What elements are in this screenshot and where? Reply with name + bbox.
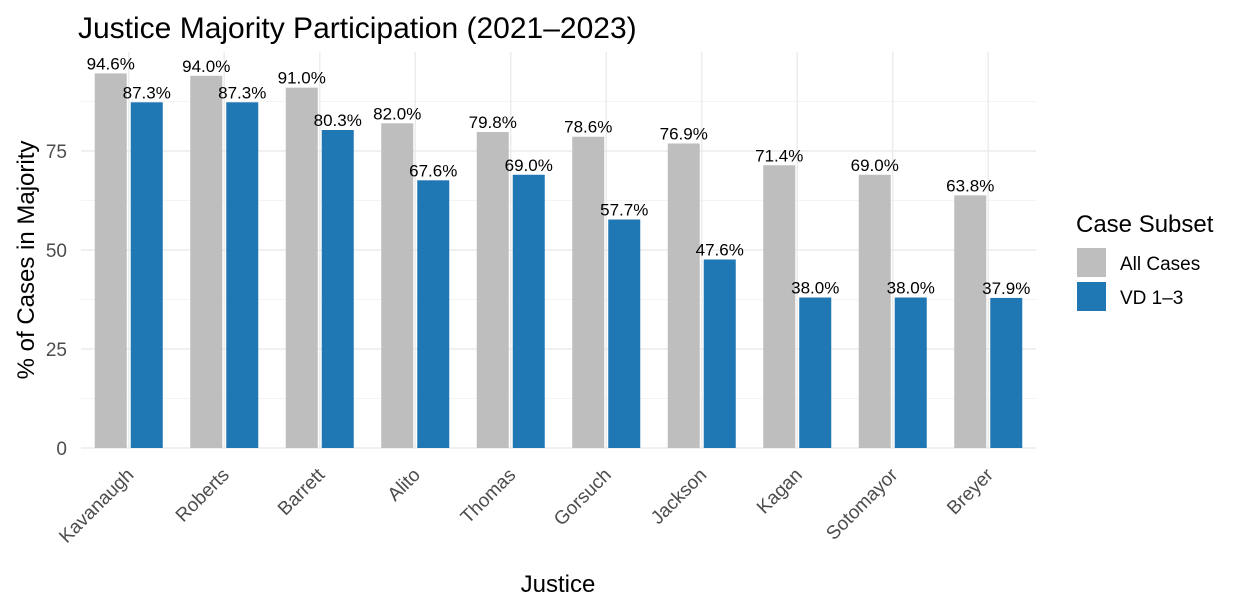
bar-all-cases-thomas bbox=[476, 131, 509, 448]
bar-vd-1-3-gorsuch bbox=[608, 219, 641, 448]
x-tick-label: Roberts bbox=[172, 465, 234, 527]
data-label: 94.0% bbox=[182, 57, 230, 76]
legend-label: VD 1–3 bbox=[1120, 288, 1183, 309]
data-label: 69.0% bbox=[505, 156, 553, 175]
bar-vd-1-3-thomas bbox=[512, 174, 545, 448]
y-axis-ticks: 0 25 50 75 bbox=[46, 142, 67, 460]
data-label: 82.0% bbox=[373, 104, 421, 123]
bar-all-cases-roberts bbox=[190, 75, 223, 448]
y-tick-label: 0 bbox=[56, 439, 67, 460]
chart-title: Justice Majority Participation (2021–202… bbox=[78, 12, 637, 45]
data-label: 79.8% bbox=[469, 113, 517, 132]
bar-all-cases-barrett bbox=[285, 87, 318, 448]
x-axis-ticks: Kavanaugh Roberts Barrett Alito Thomas Gorsuc… bbox=[55, 464, 998, 547]
x-tick-label: Sotomayor bbox=[822, 464, 902, 544]
legend-swatch bbox=[1077, 248, 1106, 277]
data-label: 87.3% bbox=[218, 83, 266, 102]
y-axis-title: % of Cases in Majority bbox=[13, 141, 40, 380]
data-label: 78.6% bbox=[564, 118, 612, 137]
x-tick-label: Breyer bbox=[943, 464, 998, 519]
data-label: 47.6% bbox=[696, 241, 744, 260]
legend-label: All Cases bbox=[1120, 254, 1200, 275]
data-label: 37.9% bbox=[982, 279, 1030, 298]
bar-all-cases-alito bbox=[381, 123, 414, 448]
x-tick-label: Jackson bbox=[647, 465, 711, 529]
data-label: 38.0% bbox=[887, 279, 935, 298]
bar-vd-1-3-barrett bbox=[321, 130, 354, 448]
data-label: 69.0% bbox=[851, 156, 899, 175]
bar-vd-1-3-alito bbox=[417, 180, 450, 448]
data-label: 38.0% bbox=[791, 279, 839, 298]
data-label: 71.4% bbox=[755, 146, 803, 165]
bar-all-cases-gorsuch bbox=[572, 136, 605, 448]
bar-all-cases-kavanaugh bbox=[94, 73, 127, 448]
data-label: 87.3% bbox=[123, 83, 171, 102]
legend-swatch bbox=[1077, 282, 1106, 311]
bar-all-cases-kagan bbox=[763, 165, 796, 449]
bar-vd-1-3-roberts bbox=[226, 102, 259, 449]
data-label: 76.9% bbox=[660, 124, 708, 143]
y-tick-label: 50 bbox=[46, 241, 67, 262]
bar-all-cases-sotomayor bbox=[858, 174, 891, 448]
data-label: 63.8% bbox=[946, 176, 994, 195]
bar-vd-1-3-breyer bbox=[990, 297, 1023, 448]
data-labels: 94.6% 87.3% 94.0% 87.3% 91.0% 80.3% 82.0% 67.6%… bbox=[87, 54, 1031, 298]
y-tick-label: 75 bbox=[46, 142, 67, 163]
bar-vd-1-3-kavanaugh bbox=[130, 102, 163, 449]
bar-vd-1-3-jackson bbox=[703, 259, 736, 448]
legend-items: All Cases VD 1–3 bbox=[1077, 248, 1200, 311]
bar-all-cases-breyer bbox=[954, 195, 987, 448]
grid-lines bbox=[81, 52, 1036, 449]
bar-vd-1-3-kagan bbox=[799, 297, 832, 448]
x-tick-label: Alito bbox=[384, 465, 425, 506]
bars bbox=[94, 73, 1023, 449]
data-label: 80.3% bbox=[314, 111, 362, 130]
legend: Case Subset All Cases VD 1–3 bbox=[1076, 211, 1214, 311]
data-label: 57.7% bbox=[600, 201, 648, 220]
bar-all-cases-jackson bbox=[667, 143, 700, 448]
data-label: 91.0% bbox=[278, 69, 326, 88]
x-tick-label: Barrett bbox=[274, 464, 330, 520]
data-label: 94.6% bbox=[87, 54, 135, 73]
x-tick-label: Kavanaugh bbox=[55, 465, 138, 548]
data-label: 67.6% bbox=[409, 161, 457, 180]
x-axis-title: Justice bbox=[521, 571, 596, 598]
x-tick-label: Thomas bbox=[457, 465, 520, 528]
x-tick-label: Kagan bbox=[753, 465, 807, 519]
x-tick-label: Gorsuch bbox=[550, 465, 616, 531]
bar-vd-1-3-sotomayor bbox=[894, 297, 927, 448]
y-tick-label: 25 bbox=[46, 340, 67, 361]
legend-title: Case Subset bbox=[1076, 211, 1214, 238]
